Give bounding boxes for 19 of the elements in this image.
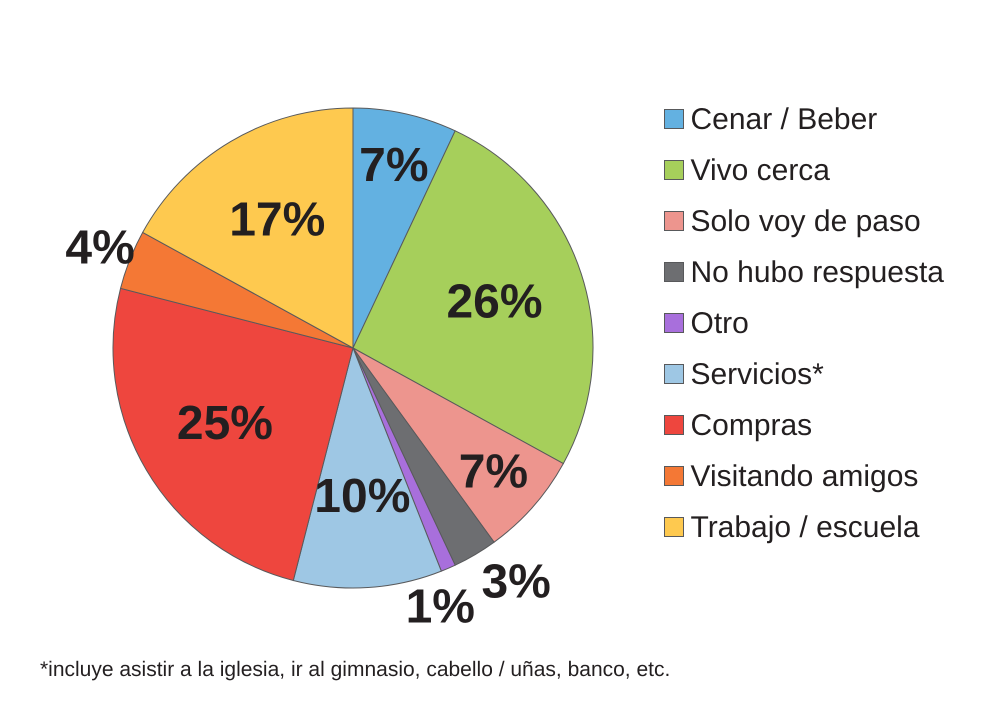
legend-label: Visitando amigos — [690, 458, 918, 494]
data-label: 4% — [65, 221, 135, 274]
legend-label: Solo voy de paso — [690, 204, 921, 240]
data-label: 7% — [458, 445, 528, 498]
data-label: 25% — [176, 397, 273, 450]
legend-label: Compras — [690, 408, 812, 444]
data-label: 3% — [481, 556, 551, 609]
data-label: 7% — [359, 138, 429, 192]
text: *incluye asistir a la iglesia, ir al gimnasio, cabello / uñas, banco, etc. — [40, 658, 672, 682]
data-label: 1% — [406, 580, 475, 634]
data-label: 10% — [314, 470, 410, 524]
data-label: 26% — [446, 276, 543, 329]
legend-label: Otro — [690, 306, 749, 342]
legend-label: No hubo respuesta — [690, 254, 944, 290]
legend-label: Vivo cerca — [690, 152, 830, 188]
data-label: 17% — [229, 193, 326, 246]
legend-label: Trabajo / escuela — [690, 510, 920, 546]
legend-label: Servicios* — [690, 356, 824, 392]
legend-label: Cenar / Beber — [690, 102, 878, 138]
